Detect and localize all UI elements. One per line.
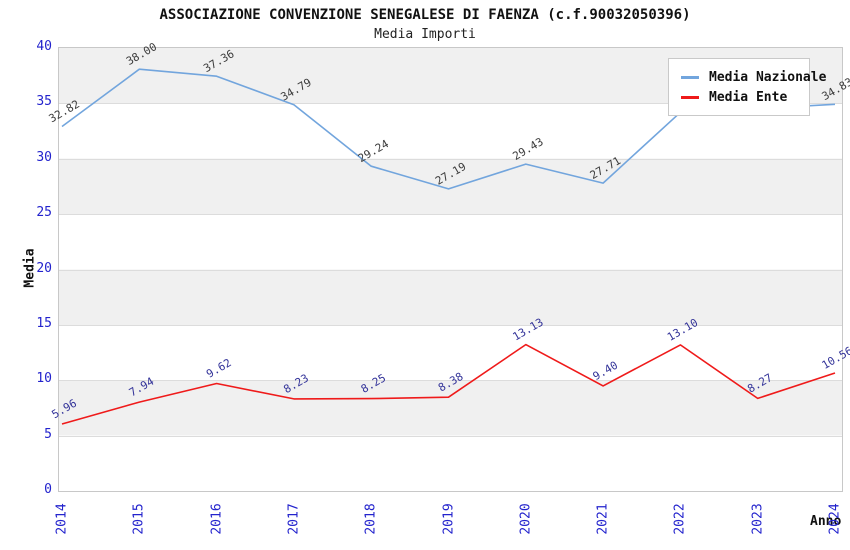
point-label: 29.43	[510, 135, 545, 163]
y-tick-label: 25	[36, 205, 52, 221]
legend-item-media-ente: Media Ente	[681, 88, 797, 106]
gridline	[59, 103, 842, 105]
x-tick-label: 2014	[54, 503, 70, 535]
y-tick-label: 20	[36, 260, 52, 276]
x-tick-label: 2019	[441, 503, 456, 535]
x-tick-label: 2024	[827, 503, 843, 535]
x-tick-label: 2023	[750, 503, 766, 535]
point-label: 13.10	[665, 316, 700, 344]
point-label: 5.96	[50, 397, 79, 422]
page-subtitle: Media Importi	[374, 27, 476, 42]
gridline	[59, 269, 842, 271]
point-label: 34.79	[279, 76, 314, 104]
legend-line-swatch-nazionale	[681, 75, 699, 79]
x-tick-label: 2021	[595, 503, 611, 535]
y-tick-label: 15	[36, 315, 52, 331]
y-tick-label: 35	[36, 94, 52, 110]
series-line-media-ente	[61, 343, 836, 425]
gridline	[59, 380, 842, 382]
point-label: 9.62	[204, 356, 233, 381]
point-label: 8.25	[359, 371, 388, 396]
point-label: 8.38	[436, 370, 465, 395]
plot-area	[58, 47, 843, 492]
point-label: 13.13	[510, 316, 545, 344]
y-tick-label: 30	[36, 149, 52, 165]
point-label: 38.00	[124, 40, 159, 68]
point-label: 8.23	[281, 372, 310, 397]
y-tick-label: 40	[36, 39, 52, 54]
point-label: 7.94	[127, 375, 157, 400]
point-label: 37.36	[201, 47, 236, 75]
x-axis-title: Anno	[810, 514, 842, 529]
legend: Media Nazionale Media Ente	[668, 58, 826, 116]
x-tick-label: 2016	[209, 503, 225, 535]
x-tick-label: 2018	[363, 503, 379, 535]
legend-item-media-nazionale: Media Nazionale	[681, 68, 826, 86]
gridline	[59, 158, 842, 160]
y-tick-label: 0	[44, 482, 52, 497]
gridline	[59, 435, 842, 437]
y-tick-label: 5	[44, 426, 52, 442]
point-label: 29.24	[356, 137, 392, 165]
x-tick-label: 2020	[518, 503, 534, 535]
page-title: ASSOCIAZIONE CONVENZIONE SENEGALESE DI F…	[159, 7, 691, 23]
gridline	[59, 324, 842, 326]
x-tick-label: 2017	[286, 503, 302, 535]
point-label: 10.56	[820, 344, 850, 372]
x-tick-label: 2015	[131, 503, 147, 535]
x-tick-label: 2022	[672, 503, 688, 535]
legend-label-ente: Media Ente	[709, 89, 788, 105]
gridline	[59, 214, 842, 216]
point-label: 8.27	[745, 371, 774, 396]
y-tick-label: 10	[36, 371, 52, 387]
point-label: 27.71	[588, 154, 623, 182]
legend-line-swatch-ente	[681, 95, 699, 99]
legend-label-nazionale: Media Nazionale	[709, 69, 827, 85]
